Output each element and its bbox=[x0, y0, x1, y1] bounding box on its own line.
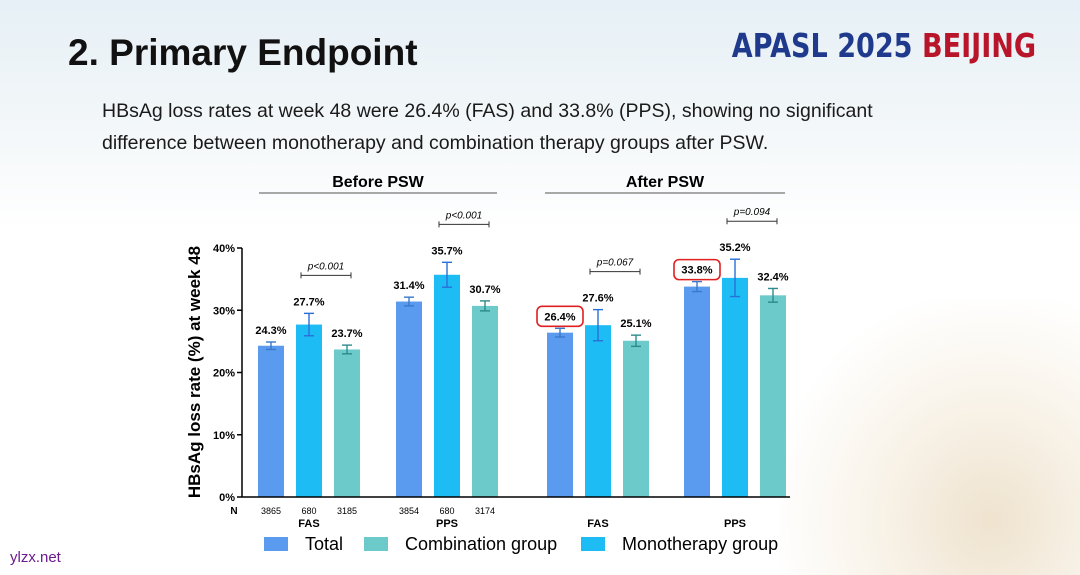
y-tick-label: 30% bbox=[213, 305, 235, 317]
group-label: PPS bbox=[436, 518, 458, 530]
bar-monotherapy bbox=[434, 274, 460, 497]
n-value: 3174 bbox=[475, 506, 495, 516]
data-label: 23.7% bbox=[331, 328, 362, 340]
data-label: 32.4% bbox=[757, 271, 788, 283]
data-label: 35.7% bbox=[431, 245, 462, 257]
y-tick-label: 20% bbox=[213, 368, 235, 380]
n-value: 3854 bbox=[399, 506, 419, 516]
data-label: 33.8% bbox=[681, 265, 712, 277]
p-value: p<0.001 bbox=[307, 261, 344, 272]
data-label: 24.3% bbox=[255, 325, 286, 337]
p-value: p=0.067 bbox=[596, 258, 634, 269]
n-value: 3865 bbox=[261, 506, 281, 516]
legend-swatch-total bbox=[264, 537, 288, 551]
data-label: 27.6% bbox=[582, 293, 613, 305]
logo-city: BEIJING bbox=[921, 26, 1036, 65]
bar-monotherapy bbox=[296, 324, 322, 497]
y-tick-label: 10% bbox=[213, 430, 235, 442]
y-tick-label: 0% bbox=[219, 492, 235, 504]
slide-title: 2. Primary Endpoint bbox=[68, 32, 418, 73]
slide-description: HBsAg loss rates at week 48 were 26.4% (… bbox=[102, 100, 873, 154]
bar-total bbox=[396, 301, 422, 497]
n-value: 680 bbox=[301, 506, 316, 516]
legend-label-combination: Combination group bbox=[405, 534, 557, 554]
legend-swatch-combination bbox=[364, 537, 388, 551]
group-label: FAS bbox=[587, 518, 608, 530]
legend-label-monotherapy: Monotherapy group bbox=[622, 534, 778, 554]
data-label: 35.2% bbox=[719, 242, 750, 254]
p-value: p<0.001 bbox=[445, 210, 482, 221]
group-label: PPS bbox=[724, 518, 746, 530]
bar-combination bbox=[472, 305, 498, 497]
bar-combination bbox=[623, 340, 649, 497]
source-watermark: ylzx.net bbox=[10, 549, 61, 566]
legend-label-total: Total bbox=[305, 534, 343, 554]
logo-year: 2025 bbox=[837, 26, 913, 65]
highlight-box bbox=[536, 305, 584, 328]
p-value: p=0.094 bbox=[733, 207, 771, 218]
bar-combination bbox=[760, 295, 786, 497]
bar-total bbox=[547, 332, 573, 497]
bar-total bbox=[258, 345, 284, 497]
data-label: 31.4% bbox=[393, 280, 424, 292]
data-label: 26.4% bbox=[544, 311, 575, 323]
bar-monotherapy bbox=[585, 325, 611, 497]
section-title: After PSW bbox=[626, 174, 705, 191]
bar-total bbox=[684, 286, 710, 497]
highlight-box bbox=[673, 258, 721, 281]
group-label: FAS bbox=[298, 518, 319, 530]
data-label: 30.7% bbox=[469, 284, 500, 296]
y-tick-label: 40% bbox=[213, 243, 235, 255]
logo-org: APASL bbox=[731, 26, 828, 65]
background-watermark bbox=[780, 300, 1080, 575]
conference-logo: APASL 2025 BEIJING bbox=[732, 26, 1036, 65]
y-axis-title: HBsAg loss rate (%) at week 48 bbox=[185, 246, 204, 498]
data-label: 25.1% bbox=[620, 318, 651, 330]
data-label: 27.7% bbox=[293, 296, 324, 308]
n-row-label: N bbox=[230, 506, 237, 517]
bar-monotherapy bbox=[722, 277, 748, 497]
n-value: 3185 bbox=[337, 506, 357, 516]
bar-combination bbox=[334, 349, 360, 497]
section-title: Before PSW bbox=[332, 174, 424, 191]
legend-swatch-monotherapy bbox=[581, 537, 605, 551]
n-value: 680 bbox=[439, 506, 454, 516]
